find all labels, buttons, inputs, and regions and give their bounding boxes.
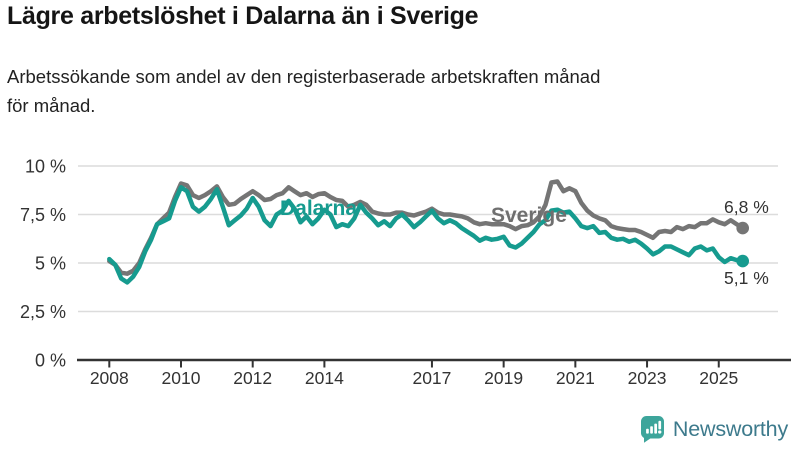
newsworthy-logo-text: Newsworthy bbox=[672, 416, 788, 441]
dalarna-end-dot bbox=[736, 254, 749, 268]
y-tick-label: 0 % bbox=[35, 351, 66, 371]
x-tick-label: 2017 bbox=[412, 368, 451, 388]
y-tick-label: 10 % bbox=[25, 157, 66, 177]
dalarna-end-value: 5,1 % bbox=[724, 268, 769, 288]
sverige-line bbox=[107, 179, 745, 276]
y-tick-label: 5 % bbox=[35, 254, 66, 274]
line-chart: 0 % 2,5 % 5 % 7,5 % 10 % 2008 2010 2012 2014 201… bbox=[20, 157, 791, 388]
chart-title: Lägre arbetslöshet i Dalarna än i Sverig… bbox=[7, 2, 479, 30]
newsworthy-logo: Newsworthy bbox=[639, 415, 788, 443]
x-tick-label: 2019 bbox=[484, 368, 523, 388]
chart-subtitle: Arbetssökande som andel av den registerb… bbox=[7, 66, 601, 116]
y-axis-labels: 0 % 2,5 % 5 % 7,5 % 10 % bbox=[20, 157, 66, 371]
x-tick-label: 2023 bbox=[628, 368, 667, 388]
dalarna-line bbox=[107, 185, 745, 285]
x-tick-label: 2012 bbox=[233, 368, 272, 388]
sverige-series-label: Sverige bbox=[491, 204, 567, 227]
dalarna-series-label: Dalarna bbox=[280, 197, 357, 220]
x-axis-ticks: 2008 2010 2012 2014 2017 2019 2021 2023 2025 bbox=[90, 360, 738, 388]
x-tick-label: 2010 bbox=[162, 368, 201, 388]
y-tick-label: 2,5 % bbox=[20, 302, 66, 322]
y-tick-label: 7,5 % bbox=[20, 205, 66, 225]
x-tick-label: 2025 bbox=[699, 368, 738, 388]
newsworthy-logo-icon bbox=[640, 416, 664, 443]
x-tick-label: 2008 bbox=[90, 368, 129, 388]
x-tick-label: 2021 bbox=[556, 368, 595, 388]
sverige-end-dot bbox=[736, 221, 749, 235]
x-tick-label: 2014 bbox=[305, 368, 344, 388]
sverige-end-value: 6,8 % bbox=[724, 197, 769, 217]
